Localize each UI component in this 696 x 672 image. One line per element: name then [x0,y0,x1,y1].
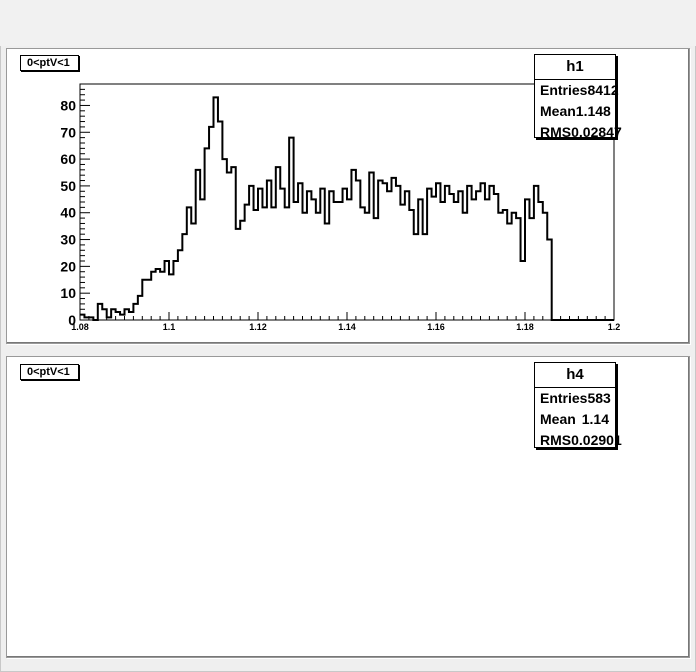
stats-box-h4[interactable]: h4 Entries 583 Mean 1.14 RMS 0.02901 [534,362,622,448]
stats-row-entries: Entries 8412 [540,82,619,98]
stats-title: h1 [535,55,615,80]
canvas-toolbar-area [0,0,696,46]
stats-row-rms: RMS 0.02847 [540,124,622,140]
stats-row-mean: Mean 1.148 [540,103,611,119]
stats-title: h4 [535,363,615,388]
stats-row-rms: RMS 0.02901 [540,432,622,448]
stats-row-mean: Mean 1.14 [540,411,609,427]
pad-label-top: 0<ptV<1 [20,55,79,71]
stats-box-h1[interactable]: h1 Entries 8412 Mean 1.148 RMS 0.02847 [534,54,622,140]
pad-label-bottom: 0<ptV<1 [20,364,79,380]
stats-row-entries: Entries 583 [540,390,611,406]
